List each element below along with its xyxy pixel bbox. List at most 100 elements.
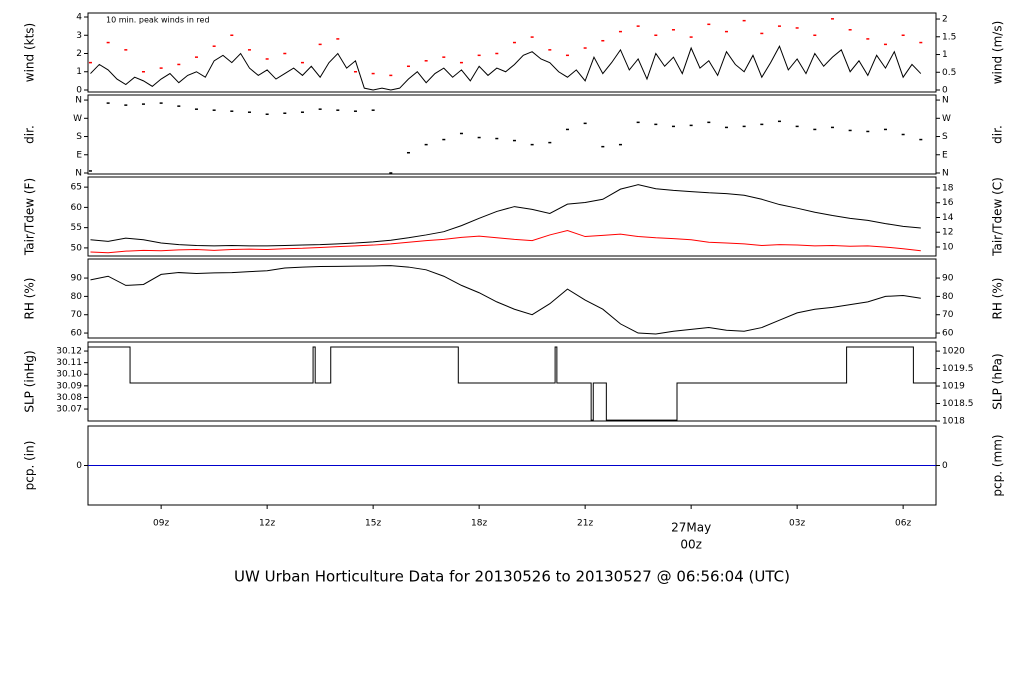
y-axis-label: pcp. (in)	[23, 441, 37, 491]
data-point	[530, 143, 534, 146]
y-axis-label: wind (kts)	[23, 23, 37, 82]
data-point	[265, 58, 269, 60]
y2-tick-label: 16	[942, 198, 954, 208]
data-point	[813, 34, 817, 37]
y-tick-label: 80	[71, 292, 83, 302]
data-point	[477, 54, 481, 57]
y2-axis-label: Tair/Tdew (C)	[991, 177, 1005, 257]
data-point	[654, 123, 658, 126]
y-tick-label: 3	[76, 31, 82, 41]
data-point	[601, 39, 605, 42]
data-point	[830, 126, 834, 129]
x-tick-label: 18z	[471, 519, 487, 529]
data-point	[883, 128, 887, 131]
y-tick-label: 65	[71, 183, 82, 193]
data-point	[901, 133, 905, 136]
data-point	[318, 43, 322, 46]
data-line	[90, 184, 921, 247]
data-point	[177, 63, 181, 66]
data-point	[406, 151, 410, 154]
data-point	[689, 36, 693, 38]
data-point	[318, 108, 322, 110]
data-point	[88, 61, 92, 64]
data-point	[760, 123, 764, 126]
data-point	[866, 38, 870, 40]
y-tick-label: N	[75, 168, 82, 178]
data-point	[495, 52, 499, 55]
data-point	[389, 74, 393, 77]
data-point	[848, 129, 852, 132]
data-point	[300, 111, 304, 113]
annotation: 10 min. peak winds in red	[106, 16, 210, 25]
data-point	[424, 143, 428, 146]
data-point	[919, 41, 923, 44]
data-point	[371, 72, 375, 75]
data-point	[141, 70, 145, 73]
data-point	[389, 172, 393, 174]
y-tick-label: 0	[76, 461, 82, 471]
y-tick-label: 0	[76, 85, 82, 95]
y2-tick-label: E	[942, 150, 948, 160]
data-point	[495, 137, 499, 140]
y2-tick-label: 14	[942, 213, 954, 223]
data-point	[707, 23, 711, 26]
chart-title: UW Urban Horticulture Data for 20130526 …	[234, 568, 790, 586]
data-point	[442, 56, 446, 58]
data-point	[671, 125, 675, 128]
y2-tick-label: S	[942, 132, 948, 142]
data-point	[300, 61, 304, 64]
y2-tick-label: 18	[942, 183, 954, 193]
data-point	[477, 136, 481, 139]
data-point	[742, 125, 746, 128]
y2-tick-label: 1019	[942, 382, 965, 392]
x-tick-label: 12z	[259, 519, 275, 529]
panel-frame	[87, 12, 937, 93]
data-point	[159, 67, 163, 69]
y2-tick-label: 1019.5	[942, 364, 974, 374]
step-line	[88, 346, 936, 421]
data-point	[353, 110, 357, 112]
y2-tick-label: N	[942, 168, 949, 178]
y2-axis-label: RH (%)	[991, 278, 1005, 320]
y2-tick-label: 1018.5	[942, 399, 974, 409]
data-point	[583, 122, 587, 125]
data-point	[671, 29, 675, 31]
data-point	[777, 120, 781, 123]
data-point	[442, 138, 446, 141]
data-point	[159, 102, 163, 104]
data-point	[247, 49, 251, 51]
y2-tick-label: 60	[942, 329, 954, 339]
data-point	[689, 124, 693, 127]
data-point	[565, 54, 569, 57]
y2-tick-label: W	[942, 114, 951, 124]
data-point	[194, 108, 198, 110]
x-tick-label: 06z	[895, 519, 911, 529]
y2-axis-label: SLP (hPa)	[991, 353, 1005, 409]
data-point	[901, 34, 905, 37]
x-date-label: 27May	[671, 521, 711, 535]
data-point	[353, 70, 357, 73]
panel-frame	[87, 258, 937, 339]
data-point	[459, 132, 463, 135]
data-point	[530, 36, 534, 38]
y-tick-label: W	[73, 114, 82, 124]
data-point	[866, 130, 870, 133]
data-point	[618, 143, 622, 146]
data-point	[336, 38, 340, 40]
y-tick-label: 60	[71, 203, 83, 213]
data-point	[141, 103, 145, 105]
y2-tick-label: 1018	[942, 417, 965, 427]
y-tick-label: S	[76, 132, 82, 142]
data-point	[336, 109, 340, 111]
data-point	[548, 141, 552, 144]
data-point	[742, 19, 746, 22]
data-point	[848, 29, 852, 31]
data-point	[636, 25, 640, 27]
data-point	[424, 60, 428, 62]
data-point	[230, 110, 234, 112]
data-line	[90, 229, 921, 254]
data-point	[795, 125, 799, 128]
y2-axis-label: wind (m/s)	[991, 21, 1005, 85]
data-point	[283, 112, 287, 114]
